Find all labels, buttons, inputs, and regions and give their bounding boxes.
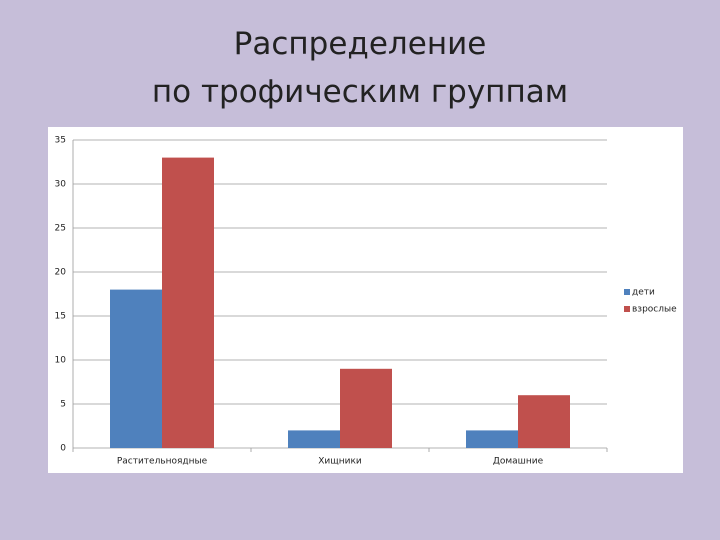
y-tick-label: 30 (55, 180, 67, 190)
y-tick-label: 20 (55, 268, 67, 278)
y-tick-label: 15 (55, 312, 66, 322)
legend-label: взрослые (632, 305, 677, 315)
x-tick-label: Хищники (318, 457, 362, 467)
bar (340, 368, 392, 448)
y-tick-label: 0 (60, 444, 66, 454)
bar (110, 289, 162, 448)
legend-swatch (624, 306, 630, 312)
legend-label: дети (632, 288, 655, 298)
y-tick-label: 5 (60, 400, 66, 410)
y-tick-label: 35 (55, 136, 66, 146)
bar (518, 395, 570, 448)
y-tick-label: 10 (55, 356, 67, 366)
x-tick-label: Домашние (493, 457, 544, 467)
x-tick-label: Растительноядные (117, 457, 208, 467)
y-tick-label: 25 (55, 224, 66, 234)
legend-swatch (624, 289, 630, 295)
bar (162, 157, 214, 448)
bar (466, 430, 518, 448)
chart-title: Распределение по трофическим группам (151, 26, 569, 110)
bar (288, 430, 340, 448)
